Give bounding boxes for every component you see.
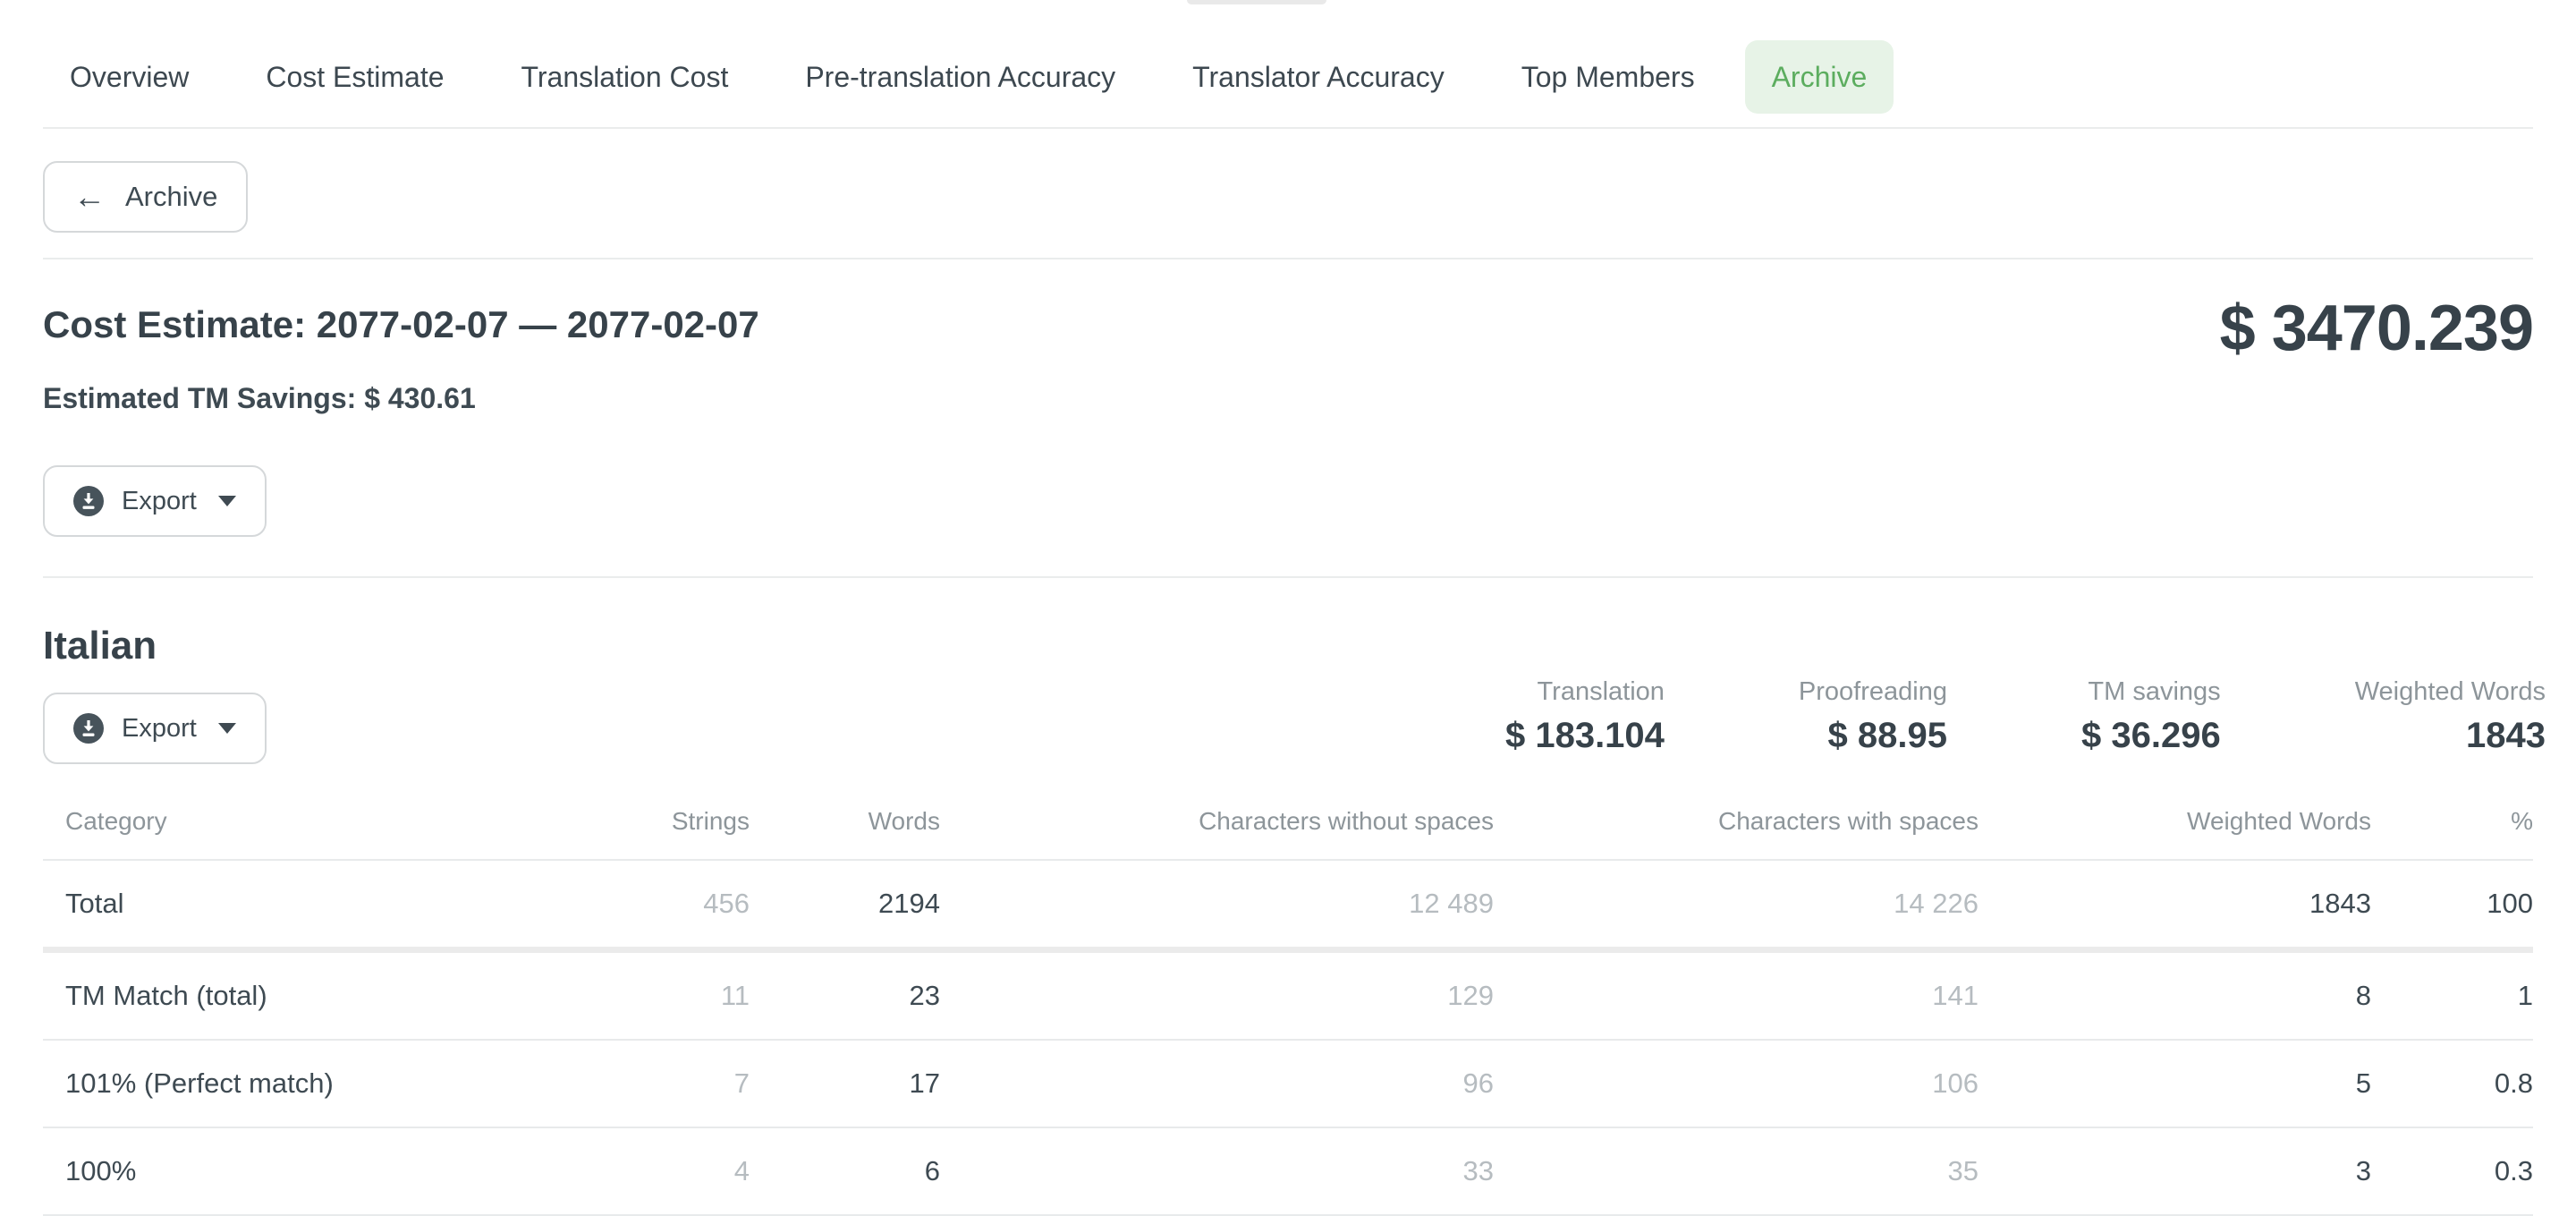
report-tabs: Overview Cost Estimate Translation Cost … — [0, 0, 2576, 127]
language-section-italian: Italian Export Translation $ 183.104 Pro… — [0, 578, 2576, 1216]
export-language-button[interactable]: Export — [43, 693, 267, 764]
tab-archive[interactable]: Archive — [1744, 40, 1894, 114]
table-header-row: Category Strings Words Characters withou… — [43, 796, 2533, 861]
divider — [43, 576, 2533, 578]
stat-label: Proofreading — [1798, 677, 1947, 706]
col-category: Category — [43, 796, 544, 861]
export-report-button[interactable]: Export — [43, 465, 267, 537]
tab-translation-cost[interactable]: Translation Cost — [521, 60, 729, 93]
col-chars-without-spaces: Characters without spaces — [940, 796, 1494, 861]
arrow-left-icon: ← — [73, 178, 106, 215]
cell-category: 101% (Perfect match) — [43, 1040, 544, 1128]
tab-overview[interactable]: Overview — [70, 60, 190, 93]
cell-weighted-words: 5 — [1979, 1040, 2371, 1128]
cell-words: 17 — [750, 1040, 940, 1128]
cell-percent: 0.8 — [2371, 1040, 2533, 1128]
cell-words: 2194 — [750, 860, 940, 953]
cell-weighted-words: 8 — [1979, 949, 2371, 1041]
back-row: ← Archive — [0, 129, 2576, 258]
cell-percent: 0.3 — [2371, 1127, 2533, 1216]
stat-label: Translation — [1537, 677, 1665, 706]
export-button-label: Export — [122, 713, 197, 743]
col-words: Words — [750, 796, 940, 861]
stat-value: $ 36.296 — [2080, 716, 2221, 755]
cell-chars-without-spaces: 96 — [940, 1040, 1494, 1128]
cell-chars-with-spaces: 106 — [1494, 1040, 1979, 1128]
table-row-101-perfect-match: 101% (Perfect match) 7 17 96 106 5 0.8 — [43, 1040, 2533, 1128]
cell-chars-with-spaces: 141 — [1494, 949, 1979, 1041]
cell-percent: 1 — [2371, 949, 2533, 1041]
cell-category: TM Match (total) — [43, 949, 544, 1041]
back-to-archive-button[interactable]: ← Archive — [43, 161, 249, 233]
tm-savings-line: Estimated TM Savings: $ 430.61 — [43, 381, 2533, 415]
export-button-label: Export — [122, 486, 197, 515]
cost-breakdown-table: Category Strings Words Characters withou… — [43, 796, 2533, 1216]
table-row-total: Total 456 2194 12 489 14 226 1843 100 — [43, 860, 2533, 953]
download-icon — [73, 713, 104, 744]
back-button-label: Archive — [125, 181, 218, 212]
cell-category: 100% — [43, 1127, 544, 1216]
cell-words: 6 — [750, 1127, 940, 1216]
cell-chars-without-spaces: 129 — [940, 949, 1494, 1041]
cell-strings: 4 — [544, 1127, 750, 1216]
col-weighted-words: Weighted Words — [1979, 796, 2371, 861]
divider — [43, 258, 2533, 259]
cell-strings: 11 — [544, 949, 750, 1041]
cell-strings: 7 — [544, 1040, 750, 1128]
table-row-tm-match: TM Match (total) 11 23 129 141 8 1 — [43, 949, 2533, 1041]
divider — [43, 127, 2533, 129]
language-title: Italian — [43, 624, 157, 668]
col-strings: Strings — [544, 796, 750, 861]
cell-weighted-words: 3 — [1979, 1127, 2371, 1216]
tab-pre-translation-accuracy[interactable]: Pre-translation Accuracy — [805, 60, 1116, 93]
stat-label: Weighted Words — [2354, 677, 2546, 706]
stat-proofreading: Proofreading $ 88.95 — [1799, 678, 1947, 753]
cell-percent: 100 — [2371, 860, 2533, 953]
language-stats: Translation $ 183.104 Proofreading $ 88.… — [1505, 678, 2546, 753]
col-percent: % — [2371, 796, 2533, 861]
cell-chars-without-spaces: 33 — [940, 1127, 1494, 1216]
stat-weighted-words: Weighted Words 1843 — [2355, 678, 2546, 753]
page-title: Cost Estimate: 2077-02-07 — 2077-02-07 — [43, 303, 759, 345]
stat-value: 1843 — [2466, 716, 2546, 755]
col-chars-with-spaces: Characters with spaces — [1494, 796, 1979, 861]
tab-top-members[interactable]: Top Members — [1521, 60, 1695, 93]
stat-value: $ 88.95 — [1827, 716, 1947, 755]
cell-category: Total — [43, 860, 544, 953]
total-cost-value: $ 3470.239 — [2219, 293, 2534, 364]
chevron-down-icon — [217, 496, 236, 506]
chevron-down-icon — [217, 723, 236, 734]
tab-translator-accuracy[interactable]: Translator Accuracy — [1192, 60, 1445, 93]
tm-savings-label: Estimated TM Savings: — [43, 382, 357, 414]
stat-tm-savings: TM savings $ 36.296 — [2081, 678, 2221, 753]
cell-chars-without-spaces: 12 489 — [940, 860, 1494, 953]
tab-cost-estimate[interactable]: Cost Estimate — [266, 60, 445, 93]
download-icon — [73, 486, 104, 516]
tm-savings-value: $ 430.61 — [364, 382, 476, 414]
cell-chars-with-spaces: 14 226 — [1494, 860, 1979, 953]
cost-estimate-summary: Cost Estimate: 2077-02-07 — 2077-02-07 $… — [0, 259, 2576, 576]
clipped-control-top — [1187, 0, 1326, 4]
stat-value: $ 183.104 — [1504, 716, 1665, 755]
cell-weighted-words: 1843 — [1979, 860, 2371, 953]
cell-words: 23 — [750, 949, 940, 1041]
cell-strings: 456 — [544, 860, 750, 953]
stat-label: TM savings — [2088, 677, 2221, 706]
table-row-100: 100% 4 6 33 35 3 0.3 — [43, 1127, 2533, 1216]
stat-translation: Translation $ 183.104 — [1505, 678, 1665, 753]
cell-chars-with-spaces: 35 — [1494, 1127, 1979, 1216]
